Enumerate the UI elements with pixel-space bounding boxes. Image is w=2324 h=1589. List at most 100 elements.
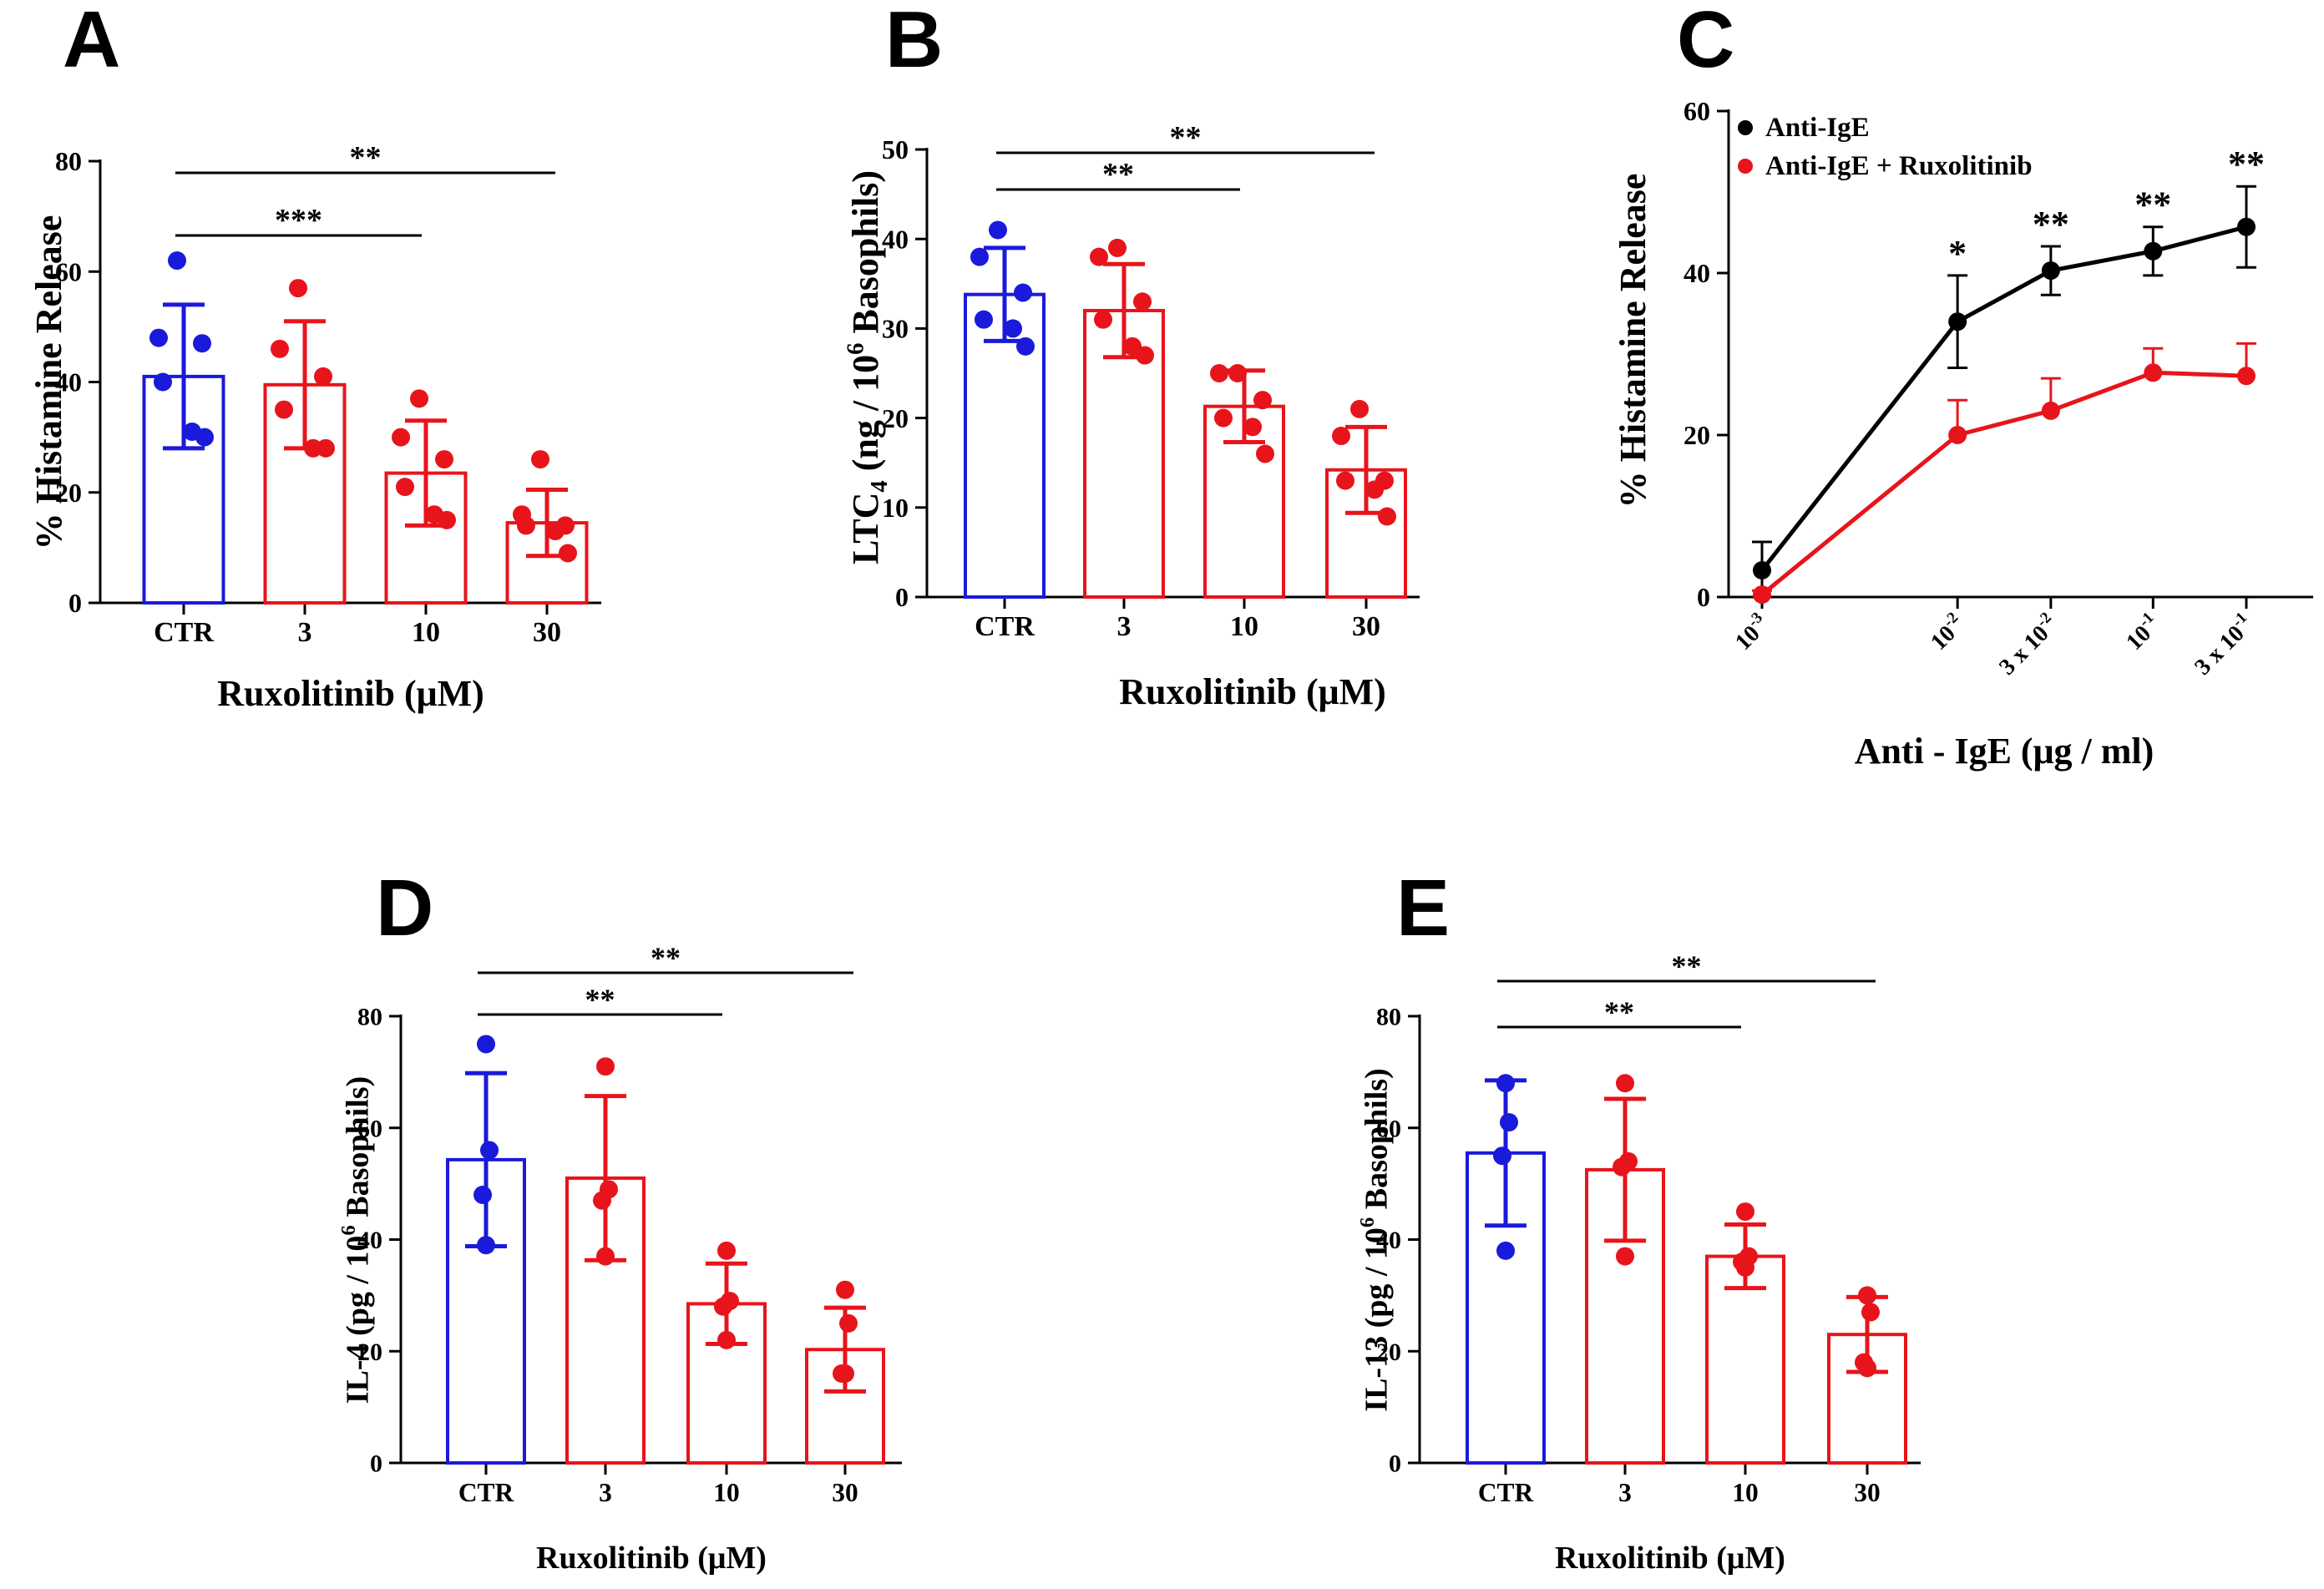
significance-label: ** xyxy=(1170,120,1202,155)
data-point xyxy=(2144,363,2163,382)
data-point xyxy=(1496,1074,1515,1093)
y-tick-label: 10 xyxy=(882,493,909,523)
y-axis-title: % Histamine Release xyxy=(1613,174,1653,509)
series-line xyxy=(1760,225,2247,572)
y-axis-title-superscript: 6 xyxy=(1356,1217,1379,1227)
y-axis-title: IL-4 (pg / 106 Basophils) xyxy=(337,1076,375,1404)
data-point xyxy=(314,367,332,386)
data-point xyxy=(1613,1157,1631,1177)
significance-label: * xyxy=(1948,233,1967,274)
y-tick-label: 0 xyxy=(895,582,909,612)
x-tick-label: 3 xyxy=(1117,611,1132,642)
y-axis-title: LTC4 (ng / 106 Basophils) xyxy=(843,170,894,564)
data-point xyxy=(1243,417,1262,437)
x-axis-title: Ruxolitinib (μM) xyxy=(217,673,484,714)
y-axis-title-part: Basophils) xyxy=(845,170,886,343)
data-point xyxy=(2144,241,2163,261)
x-tick-label: 30 xyxy=(533,617,561,648)
x-tick-label: 30 xyxy=(1854,1478,1880,1507)
y-tick-label: 40 xyxy=(357,1227,382,1254)
y-tick-label: 30 xyxy=(882,314,909,344)
y-tick-label: 80 xyxy=(1376,1004,1401,1031)
significance-label: ** xyxy=(1672,949,1702,983)
data-point xyxy=(836,1364,854,1383)
data-point xyxy=(1948,312,1967,331)
data-point xyxy=(1336,471,1354,490)
x-tick-label: 10 xyxy=(713,1478,739,1507)
data-point xyxy=(546,522,565,541)
x-tick-label: 30 xyxy=(1352,611,1380,642)
y-axis-title-part: LTC xyxy=(845,493,886,564)
y-axis-title-part: % Histamine Release xyxy=(1613,174,1653,509)
significance-label: ** xyxy=(2134,185,2171,225)
significance-label: ** xyxy=(585,983,615,1016)
data-point xyxy=(717,1241,736,1260)
panel-letter: E xyxy=(1396,863,1450,953)
data-point xyxy=(1090,247,1108,266)
y-tick-label: 20 xyxy=(882,403,909,433)
data-point xyxy=(1616,1074,1634,1093)
y-axis-title-part: (ng / 10 xyxy=(845,355,886,480)
y-tick-label: 80 xyxy=(357,1004,382,1031)
data-point xyxy=(275,400,293,419)
y-tick-label: 20 xyxy=(1376,1339,1401,1366)
data-point xyxy=(392,428,410,447)
x-tick-label: 10-1 xyxy=(2119,609,2165,655)
y-axis-title-part: Basophils) xyxy=(340,1076,375,1225)
data-point xyxy=(1004,319,1022,338)
significance-label: ** xyxy=(1604,995,1634,1029)
x-axis-title: Anti - IgE (μg / ml) xyxy=(1855,731,2154,772)
y-axis-title: % Histamine Release xyxy=(28,215,69,550)
data-point xyxy=(2041,401,2060,420)
y-tick-label: 20 xyxy=(357,1339,382,1366)
y-tick-label: 60 xyxy=(1684,96,1710,126)
series-line xyxy=(1760,370,2247,597)
data-point xyxy=(1736,1258,1754,1277)
data-point xyxy=(1365,480,1384,499)
x-tick-label: 10 xyxy=(1230,611,1258,642)
x-tick-label: CTR xyxy=(1478,1478,1534,1507)
x-tick-label: 10-2 xyxy=(1923,609,1970,655)
data-point xyxy=(477,1236,495,1255)
data-point xyxy=(1253,391,1272,410)
significance-label: ** xyxy=(2033,204,2069,245)
data-point xyxy=(1332,427,1350,446)
panel-letter: C xyxy=(1677,0,1734,84)
legend-label: Anti-IgE + Ruxolitinib xyxy=(1765,151,2033,181)
data-point xyxy=(717,1330,736,1349)
x-tick-label: 10 xyxy=(412,617,440,648)
data-point xyxy=(1858,1359,1876,1378)
data-point xyxy=(1256,444,1274,463)
x-tick-label: 10 xyxy=(1732,1478,1758,1507)
data-point xyxy=(410,389,428,408)
data-point xyxy=(193,334,211,353)
y-tick-label: 60 xyxy=(357,1115,382,1142)
significance-label: ** xyxy=(2228,144,2265,185)
x-tick-label: 3 xyxy=(599,1478,612,1507)
data-point xyxy=(1861,1303,1880,1322)
data-point xyxy=(975,310,993,329)
y-axis-title-part: % Histamine Release xyxy=(28,215,69,550)
data-point xyxy=(1378,507,1396,526)
x-tick-label: 10-3 xyxy=(1728,609,1775,655)
data-point xyxy=(1500,1113,1518,1132)
panel-e: E 0 20 40 60 80 CTR 3 10 30 ** ** Ruxolitinib (μM) IL… xyxy=(1356,863,1921,1576)
x-tick-label: 3 x 10-1 xyxy=(2188,609,2259,680)
y-tick-label: 60 xyxy=(1376,1115,1401,1142)
data-point xyxy=(473,1186,492,1204)
data-point xyxy=(839,1313,858,1333)
data-point xyxy=(149,328,168,347)
legend-marker xyxy=(1738,120,1753,135)
y-tick-label: 50 xyxy=(882,134,909,164)
data-point xyxy=(593,1191,611,1210)
x-axis-title: Ruxolitinib (μM) xyxy=(1119,671,1386,712)
data-point xyxy=(1133,292,1152,311)
y-tick-label: 40 xyxy=(1376,1227,1401,1254)
data-point xyxy=(1136,346,1154,365)
data-point xyxy=(438,510,456,529)
x-tick-label: CTR xyxy=(154,617,214,648)
data-point xyxy=(154,372,172,392)
data-point xyxy=(517,516,535,535)
data-point xyxy=(271,339,289,358)
